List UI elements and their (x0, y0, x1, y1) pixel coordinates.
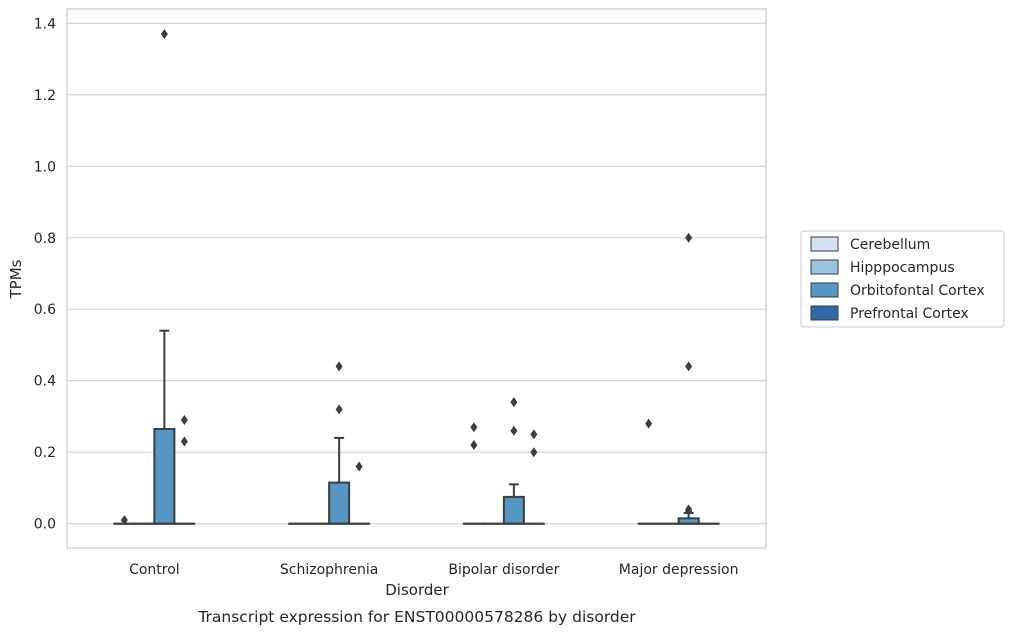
plot-frame (66, 8, 767, 549)
y-tick-label: 1.2 (34, 88, 56, 104)
tick-layer: 0.0 0.2 0.4 0.6 0.8 1.0 1.2 1.4 Control Schizophr… (34, 16, 739, 578)
outlier-point (685, 361, 693, 372)
outlier-point (160, 29, 168, 40)
outlier-point (470, 422, 478, 433)
outlier-point (355, 461, 363, 472)
y-tick-label: 0.6 (34, 302, 56, 318)
x-tick-label: Major depression (619, 562, 739, 578)
box-group[interactable] (348, 461, 371, 525)
outlier-point (335, 361, 343, 372)
outlier-point (530, 447, 538, 458)
legend-label-hippocampus: Hipppocampus (850, 260, 955, 276)
x-axis-label: Disorder (385, 581, 449, 599)
legend-frame (800, 230, 1005, 328)
outlier-point (470, 440, 478, 451)
legend-swatch-prefrontal-cortex (810, 305, 839, 321)
box-group[interactable] (522, 429, 545, 525)
legend-swatch-hippocampus (810, 259, 839, 275)
box-group[interactable] (677, 232, 700, 525)
box-rect (153, 427, 176, 525)
box-rect (328, 481, 351, 525)
legend-label-cerebellum: Cerebellum (850, 237, 930, 253)
legend-item-orbitofrontal-cortex[interactable]: Orbitofontal Cortex (810, 282, 985, 299)
x-tick-label: Schizophrenia (280, 562, 378, 578)
outlier-point (120, 515, 128, 526)
legend-swatch-cerebellum (810, 236, 839, 252)
x-tick-label: Control (129, 562, 180, 578)
outlier-point (645, 418, 653, 429)
y-tick-label: 1.0 (34, 159, 56, 175)
box-group[interactable] (153, 29, 176, 525)
y-tick-label: 0.2 (34, 445, 56, 461)
box-group[interactable] (462, 422, 485, 525)
outlier-point (510, 425, 518, 436)
outlier-point (685, 232, 693, 243)
box-group[interactable] (173, 415, 196, 525)
box-rect (502, 495, 525, 525)
outlier-point (685, 506, 693, 517)
x-tick-label: Bipolar disorder (448, 562, 559, 578)
box-group[interactable] (637, 418, 660, 525)
y-tick-label: 1.4 (34, 16, 56, 32)
y-axis-label: TPMs (7, 259, 25, 299)
legend-label-orbitofrontal-cortex: Orbitofontal Cortex (850, 283, 985, 299)
legend-label-prefrontal-cortex: Prefrontal Cortex (850, 306, 969, 322)
y-tick-label: 0.0 (34, 517, 56, 533)
legend-item-cerebellum[interactable]: Cerebellum (810, 236, 930, 253)
outlier-point (180, 436, 188, 447)
box-group[interactable] (328, 361, 351, 525)
outlier-point (180, 415, 188, 426)
y-tick-label: 0.8 (34, 231, 56, 247)
box-group[interactable] (113, 515, 136, 526)
outlier-point (530, 429, 538, 440)
legend-swatch-orbitofrontal-cortex (810, 282, 839, 298)
legend-item-hippocampus[interactable]: Hipppocampus (810, 259, 955, 276)
legend-item-prefrontal-cortex[interactable]: Prefrontal Cortex (810, 305, 969, 322)
grid-layer (67, 22, 766, 525)
box-group[interactable] (502, 397, 525, 525)
legend: Cerebellum Hipppocampus Orbitofontal Cor… (800, 230, 1005, 328)
y-tick-label: 0.4 (34, 374, 56, 390)
box-layer (113, 29, 720, 526)
outlier-point (335, 404, 343, 415)
chart-caption: Transcript expression for ENST0000057828… (197, 608, 636, 626)
outlier-point (510, 397, 518, 408)
